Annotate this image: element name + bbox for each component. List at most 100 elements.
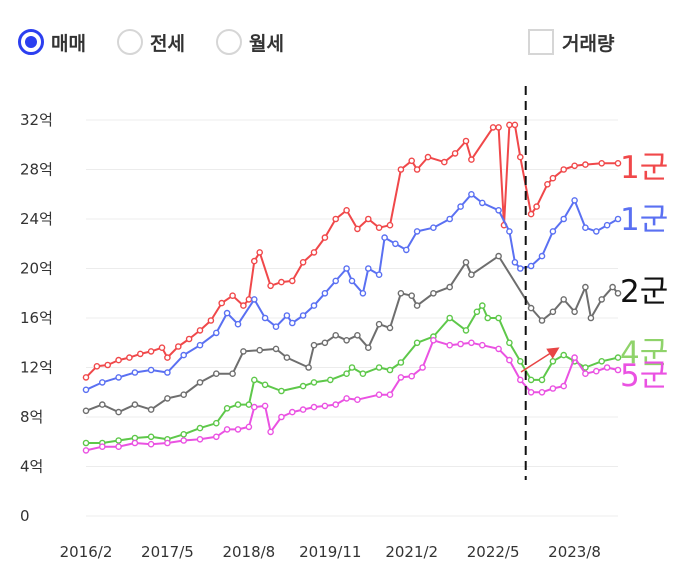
data-point [288, 408, 296, 416]
series-label: 5군 [620, 358, 668, 394]
data-point [603, 364, 611, 371]
data-point [283, 354, 291, 361]
data-point [343, 336, 350, 344]
chart-toolbar: 매매 전세 월세 거래량 [0, 0, 678, 90]
data-point [544, 180, 551, 188]
data-point [343, 265, 350, 272]
series-label: 1군 [620, 202, 668, 238]
data-point [212, 433, 220, 441]
data-point [571, 197, 578, 204]
data-point [495, 314, 502, 322]
data-point [99, 401, 106, 408]
data-point [180, 391, 187, 399]
data-point [196, 435, 204, 443]
data-point [164, 369, 171, 376]
data-point [196, 327, 204, 334]
radio-jeonse[interactable]: 전세 [117, 27, 185, 57]
data-point [517, 357, 524, 365]
data-point [164, 395, 171, 402]
data-point [386, 366, 394, 374]
x-tick-label: 2023/8 [548, 543, 601, 561]
data-point [288, 319, 296, 327]
data-point [348, 277, 356, 285]
data-point [115, 356, 122, 364]
data-point [511, 258, 519, 266]
data-point [446, 341, 454, 349]
data-point [185, 335, 193, 343]
data-point [582, 283, 589, 291]
data-point [82, 374, 90, 381]
data-point [180, 437, 187, 444]
data-point [261, 381, 269, 389]
data-point [223, 309, 231, 317]
data-point [250, 257, 258, 265]
data-point [381, 234, 388, 241]
data-point [413, 166, 421, 173]
data-point [115, 408, 122, 416]
data-point [614, 215, 622, 223]
radio-sale[interactable]: 매매 [18, 27, 86, 57]
data-point [424, 153, 432, 161]
data-point [484, 314, 492, 322]
data-point [609, 283, 616, 291]
data-point [278, 387, 285, 395]
data-point [299, 258, 307, 266]
y-tick-label: 20억 [20, 260, 53, 278]
data-point [582, 364, 589, 371]
series-2 [82, 252, 622, 416]
data-point [506, 339, 513, 347]
data-point [538, 388, 546, 396]
checkbox-volume[interactable]: 거래량 [528, 27, 614, 57]
data-point [397, 166, 405, 173]
series-0 [82, 121, 622, 381]
data-point [495, 345, 502, 353]
data-point [397, 374, 405, 381]
data-point [598, 357, 606, 365]
data-point [267, 428, 274, 436]
data-point [354, 331, 361, 339]
data-point [549, 357, 557, 365]
data-point [207, 317, 215, 324]
data-point [364, 265, 372, 272]
checkbox-box-icon [528, 29, 554, 55]
data-point [511, 121, 519, 129]
data-point [261, 402, 269, 410]
data-point [375, 320, 383, 328]
data-point [272, 323, 280, 331]
data-point [473, 308, 481, 316]
data-point [115, 437, 122, 444]
data-point [587, 314, 595, 322]
data-point [359, 370, 367, 378]
data-point [560, 215, 568, 223]
data-point [517, 376, 524, 384]
data-point [430, 224, 437, 231]
data-point [180, 351, 187, 359]
data-point [506, 228, 513, 235]
radio-unselected-icon [117, 29, 143, 55]
data-point [218, 299, 225, 307]
data-point [446, 283, 454, 291]
data-point [375, 224, 383, 231]
data-point [538, 376, 546, 384]
data-point [212, 329, 220, 337]
data-point [430, 289, 437, 297]
radio-monthly-rent[interactable]: 월세 [216, 27, 284, 57]
data-point [348, 364, 356, 371]
data-point [147, 406, 155, 413]
data-point [397, 289, 405, 297]
data-point [310, 249, 318, 256]
data-point [457, 340, 464, 348]
radio-monthly-rent-label: 월세 [249, 32, 284, 55]
data-point [234, 320, 242, 328]
data-point [245, 401, 253, 408]
series-line [85, 123, 618, 379]
data-point [468, 190, 475, 198]
data-point [321, 234, 329, 241]
data-point [147, 366, 155, 374]
data-point [326, 376, 334, 384]
data-point [332, 401, 340, 408]
data-point [115, 443, 122, 451]
radio-selected-icon [18, 29, 44, 55]
data-point [386, 391, 394, 399]
